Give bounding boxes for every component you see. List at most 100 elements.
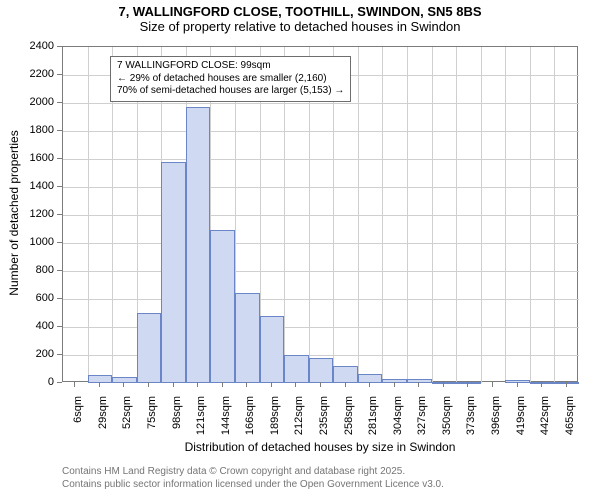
- gridline-v: [382, 47, 383, 383]
- x-tick: [123, 382, 124, 387]
- gridline-h: [63, 299, 579, 300]
- gridline-v: [88, 47, 89, 383]
- x-tick-label: 29sqm: [97, 396, 109, 429]
- x-tick: [345, 382, 346, 387]
- x-tick-label: 350sqm: [441, 396, 453, 435]
- footer-line-1: Contains HM Land Registry data © Crown c…: [62, 466, 444, 479]
- annotation-line-2: ← 29% of detached houses are smaller (2,…: [117, 73, 344, 86]
- y-tick-label: 1800: [0, 124, 54, 136]
- y-tick: [57, 186, 62, 187]
- y-tick-label: 0: [0, 376, 54, 388]
- x-tick-label: 235sqm: [318, 396, 330, 435]
- x-axis-label: Distribution of detached houses by size …: [62, 440, 578, 454]
- bar: [554, 382, 579, 384]
- x-tick: [517, 382, 518, 387]
- y-tick-label: 1600: [0, 152, 54, 164]
- y-tick: [57, 74, 62, 75]
- y-tick-label: 2200: [0, 68, 54, 80]
- annotation-line-1: 7 WALLINGFORD CLOSE: 99sqm: [117, 60, 344, 73]
- x-tick-label: 465sqm: [564, 396, 576, 435]
- y-tick-label: 2400: [0, 40, 54, 52]
- x-tick-label: 52sqm: [121, 396, 133, 429]
- x-tick: [418, 382, 419, 387]
- x-tick-label: 121sqm: [195, 396, 207, 435]
- gridline-v: [407, 47, 408, 383]
- y-tick-label: 800: [0, 264, 54, 276]
- x-tick-label: 396sqm: [490, 396, 502, 435]
- y-tick: [57, 214, 62, 215]
- x-tick: [173, 382, 174, 387]
- bar: [333, 366, 358, 383]
- y-tick: [57, 382, 62, 383]
- gridline-h: [63, 159, 579, 160]
- x-tick: [246, 382, 247, 387]
- footer-credits: Contains HM Land Registry data © Crown c…: [62, 466, 444, 491]
- gridline-h: [63, 187, 579, 188]
- x-tick: [295, 382, 296, 387]
- y-tick: [57, 298, 62, 299]
- bar: [88, 375, 113, 383]
- gridline-h: [63, 131, 579, 132]
- gridline-h: [63, 271, 579, 272]
- x-tick-label: 166sqm: [244, 396, 256, 435]
- y-tick-label: 1000: [0, 236, 54, 248]
- y-tick: [57, 102, 62, 103]
- y-tick-label: 1200: [0, 208, 54, 220]
- footer-line-2: Contains public sector information licen…: [62, 479, 444, 492]
- x-tick-label: 281sqm: [367, 396, 379, 435]
- gridline-v: [456, 47, 457, 383]
- bar-highlight: [161, 162, 186, 383]
- bar: [210, 230, 235, 383]
- x-tick: [99, 382, 100, 387]
- x-tick-label: 442sqm: [539, 396, 551, 435]
- x-tick-label: 189sqm: [269, 396, 281, 435]
- x-tick-label: 144sqm: [220, 396, 232, 435]
- annotation-box: 7 WALLINGFORD CLOSE: 99sqm ← 29% of deta…: [110, 56, 351, 102]
- gridline-h: [63, 215, 579, 216]
- bar: [407, 379, 432, 383]
- y-tick: [57, 326, 62, 327]
- y-tick: [57, 242, 62, 243]
- gridline-v: [554, 47, 555, 383]
- bar: [235, 293, 260, 383]
- x-tick-label: 98sqm: [171, 396, 183, 429]
- chart-title: 7, WALLINGFORD CLOSE, TOOTHILL, SWINDON,…: [0, 4, 600, 34]
- x-tick: [492, 382, 493, 387]
- gridline-v: [530, 47, 531, 383]
- y-tick: [57, 270, 62, 271]
- y-tick-label: 200: [0, 348, 54, 360]
- bar: [505, 380, 530, 383]
- x-tick-label: 75sqm: [146, 396, 158, 429]
- y-tick: [57, 130, 62, 131]
- x-tick: [541, 382, 542, 387]
- x-tick: [148, 382, 149, 387]
- y-tick: [57, 354, 62, 355]
- y-tick-label: 1400: [0, 180, 54, 192]
- bar: [137, 313, 162, 383]
- gridline-v: [432, 47, 433, 383]
- bar: [284, 355, 309, 383]
- x-tick: [467, 382, 468, 387]
- gridline-v: [505, 47, 506, 383]
- bar: [382, 379, 407, 383]
- x-tick-label: 373sqm: [465, 396, 477, 435]
- x-tick-label: 419sqm: [515, 396, 527, 435]
- bar: [456, 382, 481, 384]
- y-tick-label: 2000: [0, 96, 54, 108]
- bar: [432, 382, 457, 384]
- bar: [260, 316, 285, 383]
- x-tick-label: 212sqm: [293, 396, 305, 435]
- x-tick-label: 6sqm: [72, 396, 84, 423]
- x-tick: [271, 382, 272, 387]
- title-line-2: Size of property relative to detached ho…: [0, 19, 600, 34]
- x-tick: [222, 382, 223, 387]
- x-tick: [443, 382, 444, 387]
- bar: [186, 107, 211, 383]
- x-tick: [197, 382, 198, 387]
- x-tick: [320, 382, 321, 387]
- bar: [112, 377, 137, 383]
- y-tick-label: 400: [0, 320, 54, 332]
- x-tick-label: 258sqm: [343, 396, 355, 435]
- x-tick: [566, 382, 567, 387]
- gridline-h: [63, 103, 579, 104]
